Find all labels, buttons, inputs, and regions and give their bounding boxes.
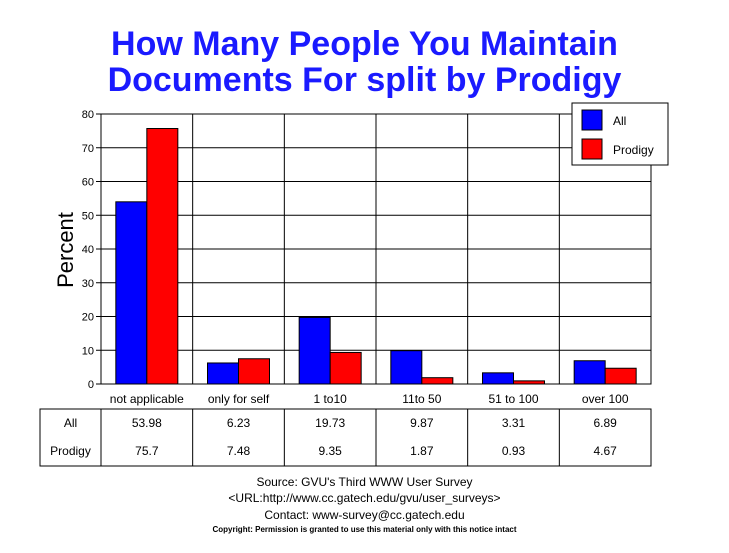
legend-swatch-all (581, 109, 603, 131)
table-row-header: Prodigy (50, 444, 91, 458)
chart-title: How Many People You Maintain Documents F… (0, 26, 729, 98)
bar-prodigy (513, 380, 545, 385)
y-tick-label: 0 (88, 379, 94, 391)
x-tick-label: not applicable (110, 392, 184, 406)
table-cell-value: 6.89 (593, 416, 617, 430)
bar-prodigy (604, 367, 637, 385)
table-cell-value: 1.87 (410, 444, 434, 458)
y-tick-label: 30 (82, 278, 94, 290)
table-row-header: All (64, 416, 77, 430)
bar-chart: 0 10 20 30 40 50 60 70 80 not applicable only for … (39, 102, 669, 467)
table-cell-value: 19.73 (315, 416, 345, 430)
y-tick-label: 40 (82, 244, 94, 256)
y-tick-label: 80 (82, 109, 94, 121)
table-cell-value: 6.23 (227, 416, 251, 430)
table-cell-value: 7.48 (227, 444, 251, 458)
bar-all (298, 316, 331, 385)
bar-all (390, 350, 423, 385)
source-text: Source: GVU's Third WWW User Survey (256, 475, 473, 489)
x-tick-label: 51 to 100 (488, 392, 538, 406)
x-tick-label: over 100 (582, 392, 629, 406)
table-cell-value: 9.35 (318, 444, 342, 458)
bar-all (115, 201, 148, 385)
y-tick-label: 10 (82, 345, 94, 357)
table-cell-value: 53.98 (132, 416, 162, 430)
bar-prodigy (238, 358, 270, 385)
url-text: <URL:http://www.cc.gatech.edu/gvu/user_s… (228, 491, 501, 505)
bar-prodigy (421, 377, 454, 385)
table-cell-value: 9.87 (410, 416, 434, 430)
y-tick-label: 20 (82, 312, 94, 324)
legend-swatch-prodigy (581, 138, 603, 160)
bar-prodigy (146, 128, 179, 385)
y-tick-label: 60 (82, 177, 94, 189)
table-cell-value: 75.7 (135, 444, 159, 458)
x-tick-label: 1 to10 (313, 392, 347, 406)
bar-prodigy (329, 351, 362, 385)
bar-all (573, 360, 606, 385)
bar-all (482, 372, 514, 385)
contact-text: Contact: www-survey@cc.gatech.edu (264, 508, 465, 522)
legend-label: Prodigy (613, 143, 654, 157)
data-table (39, 408, 652, 467)
title-line-1: How Many People You Maintain (111, 25, 618, 63)
legend-label: All (613, 114, 626, 128)
y-tick-label: 70 (82, 143, 94, 155)
y-tick-label: 50 (82, 210, 94, 222)
table-cell-value: 3.31 (502, 416, 526, 430)
bar-all (207, 362, 239, 385)
title-line-2: Documents For split by Prodigy (107, 61, 622, 99)
copyright-text: Copyright: Permission is granted to use … (212, 525, 517, 534)
table-cell-value: 4.67 (593, 444, 617, 458)
x-tick-label: only for self (208, 392, 270, 406)
y-axis-label: Percent (53, 212, 78, 288)
table-cell-value: 0.93 (502, 444, 526, 458)
x-tick-label: 11to 50 (402, 392, 441, 406)
